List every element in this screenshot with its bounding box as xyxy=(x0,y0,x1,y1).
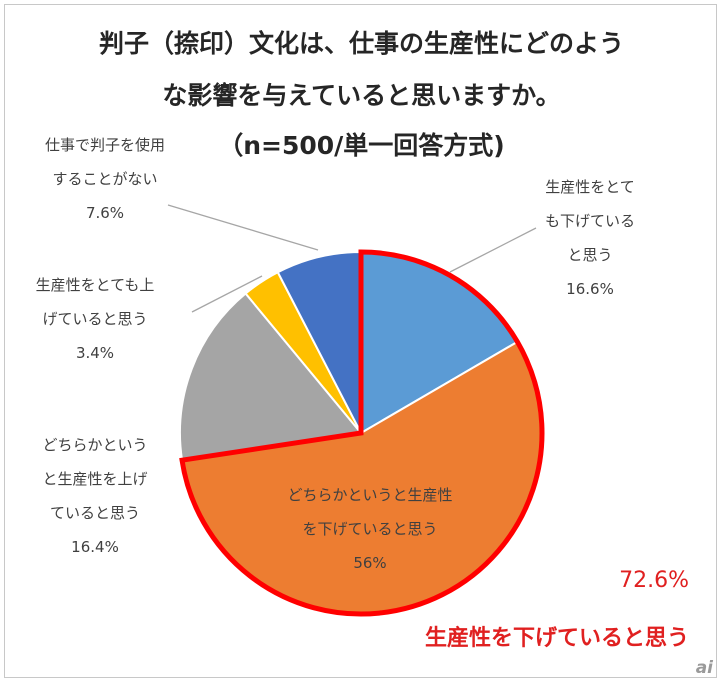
slice-label-strongly-raise: 生産性をとても上 げていると思う 3.4% xyxy=(10,268,180,370)
slice-label-text: 生産性をとて xyxy=(545,178,635,196)
slice-somewhat-raise xyxy=(179,292,363,462)
slice-value-label: 56% xyxy=(353,554,387,572)
chart-title-line-2: な影響を与えていると思いますか。 xyxy=(162,81,561,110)
slice-label-text: も下げている xyxy=(544,212,635,230)
slice-label-text: げていると思う xyxy=(42,310,148,328)
slice-label-text: 生産性をとても上 xyxy=(35,276,155,294)
slice-label-somewhat-lower: どちらかというと生産性 を下げていると思う 56% xyxy=(250,478,490,580)
slice-label-text: 仕事で判子を使用 xyxy=(44,136,165,154)
leader-line-strongly-raise xyxy=(191,275,263,313)
leader-line-strongly-lower xyxy=(449,227,537,273)
slice-label-somewhat-raise: どちらかという と生産性を上げ ていると思う 16.4% xyxy=(20,428,170,564)
slice-label-strongly-lower: 生産性をとて も下げている と思う 16.6% xyxy=(510,170,670,306)
slice-label-text: ていると思う xyxy=(49,504,140,522)
slice-value-label: 3.4% xyxy=(75,344,115,362)
slice-label-text: を下げていると思う xyxy=(302,520,438,538)
slice-label-text: と生産性を上げ xyxy=(42,470,148,488)
slice-label-text: することがない xyxy=(52,170,158,188)
slice-value-label: 16.6% xyxy=(566,280,614,298)
highlight-outline xyxy=(179,249,545,617)
slice-label-text: どちらかというと生産性 xyxy=(287,486,453,504)
slice-label-not-used: 仕事で判子を使用 することがない 7.6% xyxy=(20,128,190,230)
chart-title-line-1: 判子（捺印）文化は、仕事の生産性にどのよう xyxy=(98,29,624,58)
highlight-label: 生産性を下げていると思う xyxy=(424,626,689,651)
slice-label-text: どちらかという xyxy=(42,436,148,454)
slice-value-label: 7.6% xyxy=(85,204,125,222)
leader-line-not-used xyxy=(167,204,319,251)
chart-frame xyxy=(4,4,717,678)
pie-slices xyxy=(179,250,543,615)
slice-label-text: と思う xyxy=(567,246,613,264)
chart-title-line-3: （n=500/単一回答方式) xyxy=(218,131,505,160)
slice-value-label: 16.4% xyxy=(71,538,119,556)
highlight-percent: 72.6% xyxy=(619,568,689,593)
watermark-logo: ai xyxy=(695,658,713,678)
